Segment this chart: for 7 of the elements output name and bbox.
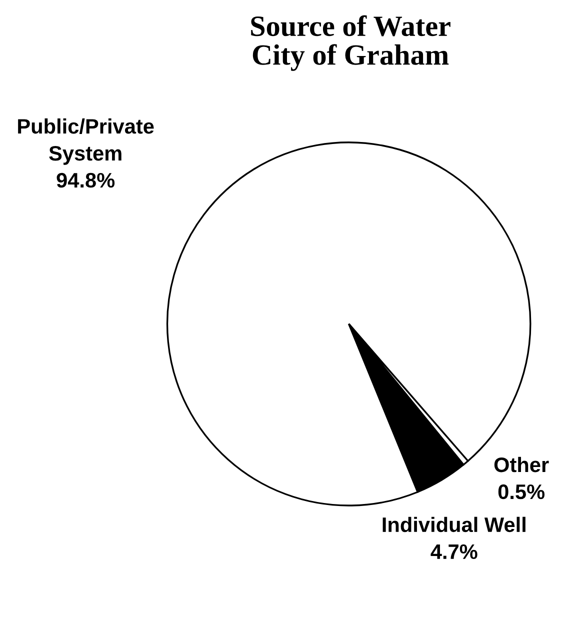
chart-title: Source of Water City of Graham — [251, 15, 450, 71]
slice-label: Individual Well — [382, 516, 526, 532]
data-label: 94.8% — [56, 172, 115, 188]
slice-label: Public/Private System — [18, 118, 154, 165]
data-label: 4.7% — [430, 544, 478, 560]
slice-label: Other — [494, 456, 549, 472]
data-label: 0.5% — [498, 484, 545, 500]
